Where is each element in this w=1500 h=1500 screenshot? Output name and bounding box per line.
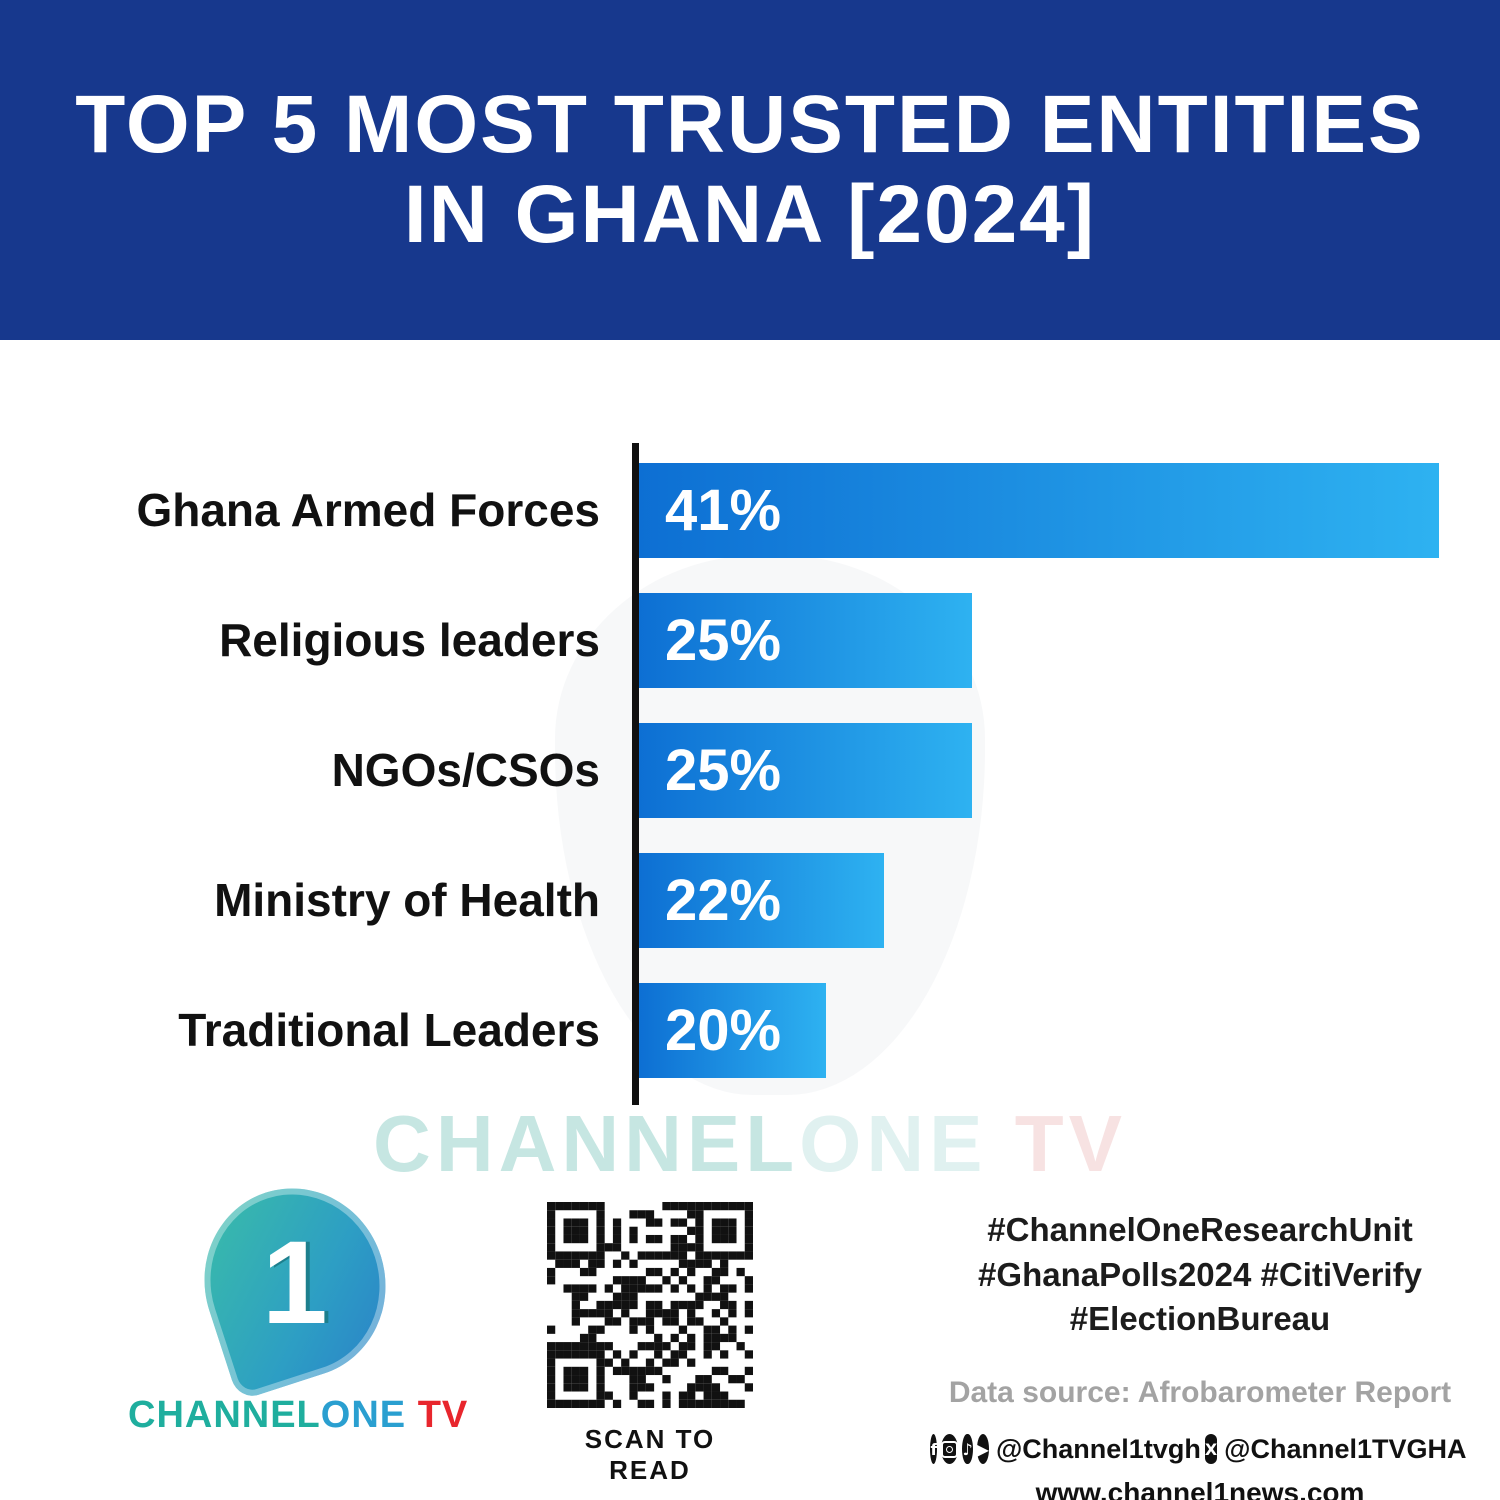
chart-row: Ghana Armed Forces 41% xyxy=(0,463,1500,558)
chart-row: Traditional Leaders 20% xyxy=(0,983,1500,1078)
footer-right-block: #ChannelOneResearchUnit #GhanaPolls2024 … xyxy=(930,1208,1467,1500)
chart-row: Religious leaders 25% xyxy=(0,593,1500,688)
chart-row: NGOs/CSOs 25% xyxy=(0,723,1500,818)
page-title-line1: TOP 5 MOST TRUSTED ENTITIES xyxy=(75,78,1425,170)
wordmark-channel: CHANNEL xyxy=(128,1394,321,1436)
bar: 25% xyxy=(639,723,972,818)
bar-label: Ghana Armed Forces xyxy=(136,484,600,536)
chart-rows: Ghana Armed Forces 41% Religious leaders… xyxy=(0,463,1500,1113)
data-source-text: Data source: Afrobarometer Report xyxy=(948,1375,1452,1409)
channel-one-text-watermark: CHANNELONE TV xyxy=(0,1098,1500,1190)
youtube-icon: ▶ xyxy=(976,1434,989,1465)
bar-label: Religious leaders xyxy=(219,614,600,666)
hashtag-line: #ElectionBureau xyxy=(1069,1300,1331,1338)
facebook-icon: f xyxy=(930,1434,938,1465)
x-icon: X xyxy=(1204,1434,1218,1465)
social-handle-1: @Channel1tvgh xyxy=(995,1433,1201,1464)
bar-value-label: 22% xyxy=(665,868,782,933)
watermark-part-one: ONE xyxy=(799,1099,988,1188)
channel-one-logo-icon: 1 xyxy=(180,1164,410,1402)
website-url: www.channel1news.com xyxy=(1035,1476,1365,1500)
hashtag-line: #ChannelOneResearchUnit xyxy=(987,1211,1413,1248)
tiktok-icon: ♪ xyxy=(962,1434,973,1465)
channel-one-brand: 1 CHANNELONE TV xyxy=(128,1164,467,1437)
watermark-part-channel: CHANNEL xyxy=(373,1099,800,1188)
bar-value-label: 41% xyxy=(665,478,782,543)
bar-label: NGOs/CSOs xyxy=(331,744,600,796)
chart-axis-line xyxy=(632,443,639,1105)
hashtag-line: #GhanaPolls2024 #CitiVerify xyxy=(978,1255,1422,1293)
bar: 22% xyxy=(639,853,884,948)
social-handle-2: @Channel1TVGHA xyxy=(1224,1433,1467,1464)
bar-value-label: 25% xyxy=(665,738,782,803)
wordmark-one: ONE xyxy=(320,1394,407,1436)
bar-label: Traditional Leaders xyxy=(178,1004,600,1056)
bar: 20% xyxy=(639,983,826,1078)
page-title-line2: IN GHANA [2024] xyxy=(403,169,1097,260)
instagram-glyph xyxy=(941,1440,959,1458)
bar: 41% xyxy=(639,463,1439,558)
bar: 25% xyxy=(639,593,972,688)
bar-value-label: 25% xyxy=(665,608,782,673)
social-row: f ♪ ▶ @Channel1tvgh X @Channel1TVGHA xyxy=(930,1433,1467,1465)
brand-wordmark: CHANNELONE TV xyxy=(128,1394,467,1437)
qr-block: SCAN TO READ xyxy=(543,1202,757,1486)
hashtags: #ChannelOneResearchUnit #GhanaPolls2024 … xyxy=(940,1208,1460,1342)
watermark-part-tv: TV xyxy=(987,1099,1127,1188)
wordmark-tv: TV xyxy=(406,1394,469,1436)
bar-label: Ministry of Health xyxy=(214,874,600,926)
header-banner: TOP 5 MOST TRUSTED ENTITIES IN GHANA [20… xyxy=(0,0,1500,340)
qr-code-svg xyxy=(547,1202,753,1408)
qr-code xyxy=(547,1202,753,1408)
footer: 1 CHANNELONE TV SCAN TO READ #ChannelOne… xyxy=(0,1164,1500,1500)
bar-value-label: 20% xyxy=(665,998,782,1063)
logo-numeral: 1 xyxy=(262,1217,328,1350)
instagram-icon xyxy=(941,1434,959,1465)
qr-caption: SCAN TO READ xyxy=(584,1424,716,1485)
chart-row: Ministry of Health 22% xyxy=(0,853,1500,948)
